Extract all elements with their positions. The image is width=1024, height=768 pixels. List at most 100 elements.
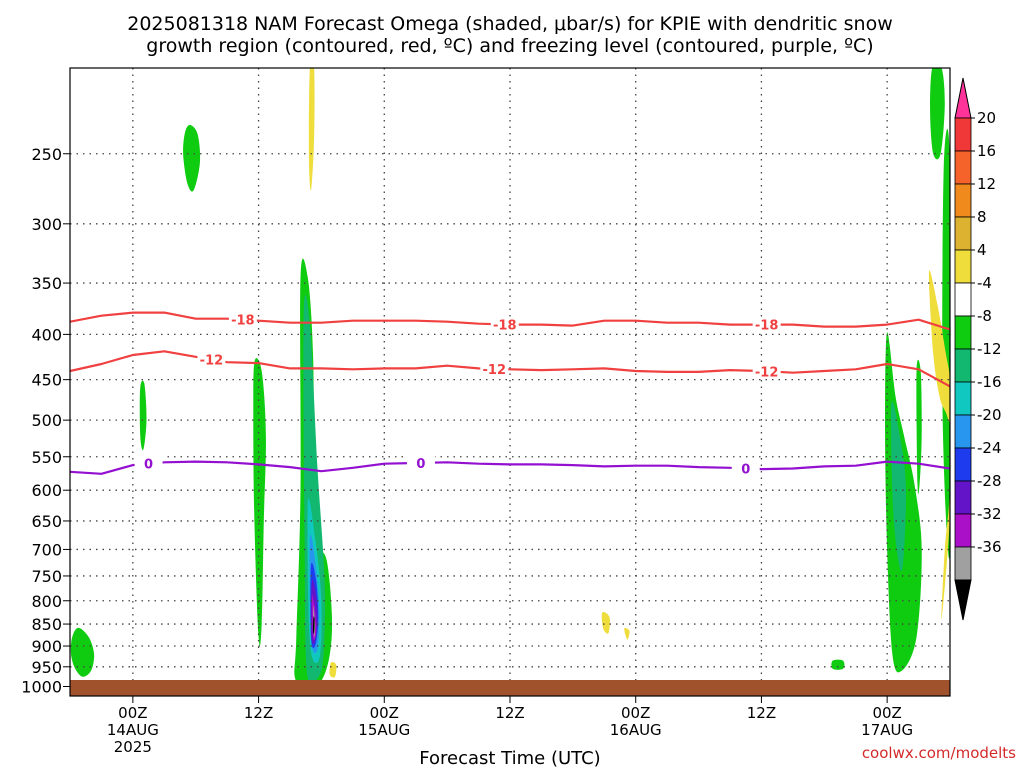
colorbar-segment-0 — [954, 117, 972, 152]
colorbar-segment-13 — [954, 546, 972, 581]
y-tick-label: 250 — [31, 145, 62, 164]
contour-label: -12 — [755, 365, 779, 380]
colorbar-label: -20 — [977, 406, 1002, 424]
omega-region-11 — [890, 401, 907, 572]
pressure-axis: 250 300 350 400 450 500 550 600 650 700 750 800 850 9… — [21, 145, 70, 697]
omega-region-8 — [942, 129, 950, 559]
y-tick-label: 650 — [31, 512, 62, 531]
colorbar-label: 4 — [977, 241, 987, 259]
contour-label: -18 — [493, 318, 517, 333]
y-tick-label: 750 — [31, 567, 62, 586]
colorbar-label: 8 — [977, 208, 987, 226]
contour-label: -18 — [231, 314, 255, 329]
y-tick-label: 300 — [31, 215, 62, 234]
y-tick-label: 900 — [31, 637, 62, 656]
contour-label: 0 — [144, 458, 153, 473]
contour-label-bg — [490, 316, 519, 332]
colorbar-label: 16 — [977, 142, 996, 160]
x-tick-label: 00Z — [370, 704, 399, 722]
colorbar-label: -24 — [977, 439, 1002, 457]
colorbar-label: -32 — [977, 505, 1002, 523]
colorbar-label: -12 — [977, 340, 1002, 358]
gridlines — [70, 68, 950, 696]
x-tick-date: 17AUG — [861, 721, 913, 739]
x-tick-date: 14AUG — [107, 721, 159, 739]
colorbar-segment-11 — [954, 480, 972, 515]
chart-title-line2: growth region (contoured, red, ºC) and f… — [146, 35, 873, 57]
colorbar-segment-6 — [954, 315, 972, 350]
y-tick-label: 500 — [31, 411, 62, 430]
contour-label: -12 — [200, 353, 224, 368]
x-tick-label: 12Z — [244, 704, 273, 722]
chart-title-line1: 2025081318 NAM Forecast Omega (shaded, μ… — [127, 13, 892, 35]
x-tick-year: 2025 — [114, 738, 152, 756]
colorbar-segment-8 — [954, 381, 972, 416]
x-tick-label: 00Z — [872, 704, 901, 722]
x-tick-date: 16AUG — [610, 721, 662, 739]
y-tick-label: 950 — [31, 658, 62, 677]
contour-label: 0 — [416, 457, 425, 472]
credit-text: coolwx.com/modelts — [862, 744, 1016, 762]
colorbar-segment-10 — [954, 447, 972, 482]
contour-label-bg — [752, 316, 781, 332]
y-tick-label: 600 — [31, 481, 62, 500]
omega-region-21 — [601, 612, 610, 634]
colorbar-segment-9 — [954, 414, 972, 449]
omega-region-18 — [312, 616, 315, 634]
colorbar-bottom-arrow — [954, 579, 972, 621]
colorbar-segment-12 — [954, 513, 972, 548]
contour-label: -18 — [755, 319, 779, 334]
omega-region-9 — [831, 659, 845, 670]
colorbar-segment-1 — [954, 150, 972, 185]
colorbar-label: -28 — [977, 472, 1002, 490]
omega-region-24 — [941, 420, 950, 620]
colorbar-top-arrow — [954, 77, 972, 119]
colorbar-label: 12 — [977, 175, 996, 193]
colorbar-label: -36 — [977, 538, 1002, 556]
contour-label-bg — [731, 460, 760, 476]
colorbar-label: -4 — [977, 274, 992, 292]
y-tick-label: 700 — [31, 540, 62, 559]
omega-region-3 — [253, 358, 266, 646]
y-tick-label: 400 — [31, 325, 62, 344]
contour-label-bg — [228, 311, 257, 327]
y-tick-label: 1000 — [21, 678, 62, 697]
contour-line-2 — [70, 460, 950, 475]
x-tick-label: 00Z — [118, 704, 147, 722]
omega-region-2 — [139, 380, 147, 451]
colorbar-label: -8 — [977, 307, 992, 325]
contour-label-bg — [406, 454, 435, 470]
omega-region-6 — [916, 359, 922, 495]
omega-region-22 — [624, 628, 630, 640]
y-tick-label: 450 — [31, 371, 62, 390]
colorbar-segment-7 — [954, 348, 972, 383]
x-axis-label: Forecast Time (UTC) — [419, 748, 600, 768]
omega-region-1 — [70, 627, 95, 677]
y-tick-label: 350 — [31, 274, 62, 293]
colorbar-segment-3 — [954, 216, 972, 251]
x-tick-label: 12Z — [495, 704, 524, 722]
temperature-contours: -18 -18 -18 -12 -12 -12 0 0 0 — [70, 311, 950, 477]
x-tick-date: 15AUG — [358, 721, 410, 739]
contour-label-bg — [197, 351, 226, 367]
x-tick-label: 12Z — [747, 704, 776, 722]
colorbar-segment-2 — [954, 183, 972, 218]
contour-label: 0 — [741, 462, 750, 477]
omega-region-20 — [329, 661, 337, 678]
colorbar-segment-4 — [954, 249, 972, 284]
y-tick-label: 850 — [31, 615, 62, 634]
x-tick-label: 00Z — [621, 704, 650, 722]
colorbar-label: -16 — [977, 373, 1002, 391]
contour-label: -12 — [483, 363, 507, 378]
y-tick-label: 550 — [31, 448, 62, 467]
omega-region-7 — [930, 68, 945, 160]
contour-label-bg — [134, 455, 163, 471]
colorbar-segment-5 — [954, 282, 972, 317]
colorbar: 20 16 12 8 4 -4 -8 -12 -16 -20 -24 -28 -32 -36 — [954, 77, 1002, 621]
colorbar-label: 20 — [977, 109, 996, 127]
y-tick-label: 800 — [31, 592, 62, 611]
contour-label-bg — [480, 360, 509, 376]
ground-surface-bar — [70, 680, 950, 696]
